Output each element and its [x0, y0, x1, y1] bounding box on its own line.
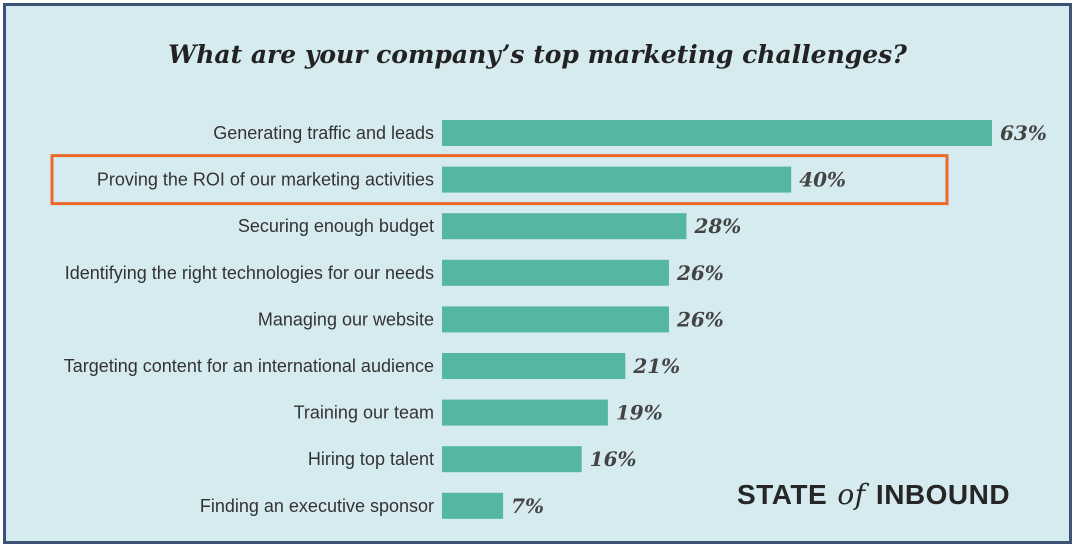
bar	[442, 259, 669, 286]
brand-inbound: INBOUND	[875, 479, 1011, 510]
category-label: Generating traffic and leads	[213, 123, 434, 143]
category-label: Proving the ROI of our marketing activit…	[97, 170, 434, 190]
category-label: Hiring top talent	[308, 449, 434, 469]
value-label: 63%	[1000, 121, 1047, 145]
bar	[442, 306, 669, 333]
value-label: 40%	[799, 168, 846, 192]
category-label: Finding an executive sponsor	[200, 496, 434, 516]
value-label: 26%	[676, 307, 724, 331]
value-label: 19%	[616, 401, 663, 425]
value-label: 21%	[632, 354, 680, 378]
brand-state: STATE	[737, 479, 828, 510]
brand-of: of	[837, 478, 866, 511]
value-label: 26%	[676, 261, 724, 285]
category-label: Identifying the right technologies for o…	[65, 263, 434, 283]
bar	[442, 492, 504, 519]
bar	[442, 399, 608, 426]
value-label: 16%	[590, 447, 637, 471]
category-label: Training our team	[294, 403, 434, 423]
bar	[442, 353, 626, 379]
category-label: Managing our website	[258, 309, 434, 329]
highlight-box	[50, 154, 949, 206]
bar	[442, 166, 792, 193]
bar	[442, 120, 992, 146]
chart-title: What are your company’s top marketing ch…	[168, 40, 907, 69]
category-label: Targeting content for an international a…	[64, 356, 434, 376]
brand-logo: STATE of INBOUND	[737, 478, 1010, 511]
category-label: Securing enough budget	[238, 216, 434, 236]
bar	[442, 446, 582, 473]
bar	[442, 213, 687, 240]
value-label: 7%	[511, 494, 544, 518]
value-label: 28%	[693, 214, 741, 238]
